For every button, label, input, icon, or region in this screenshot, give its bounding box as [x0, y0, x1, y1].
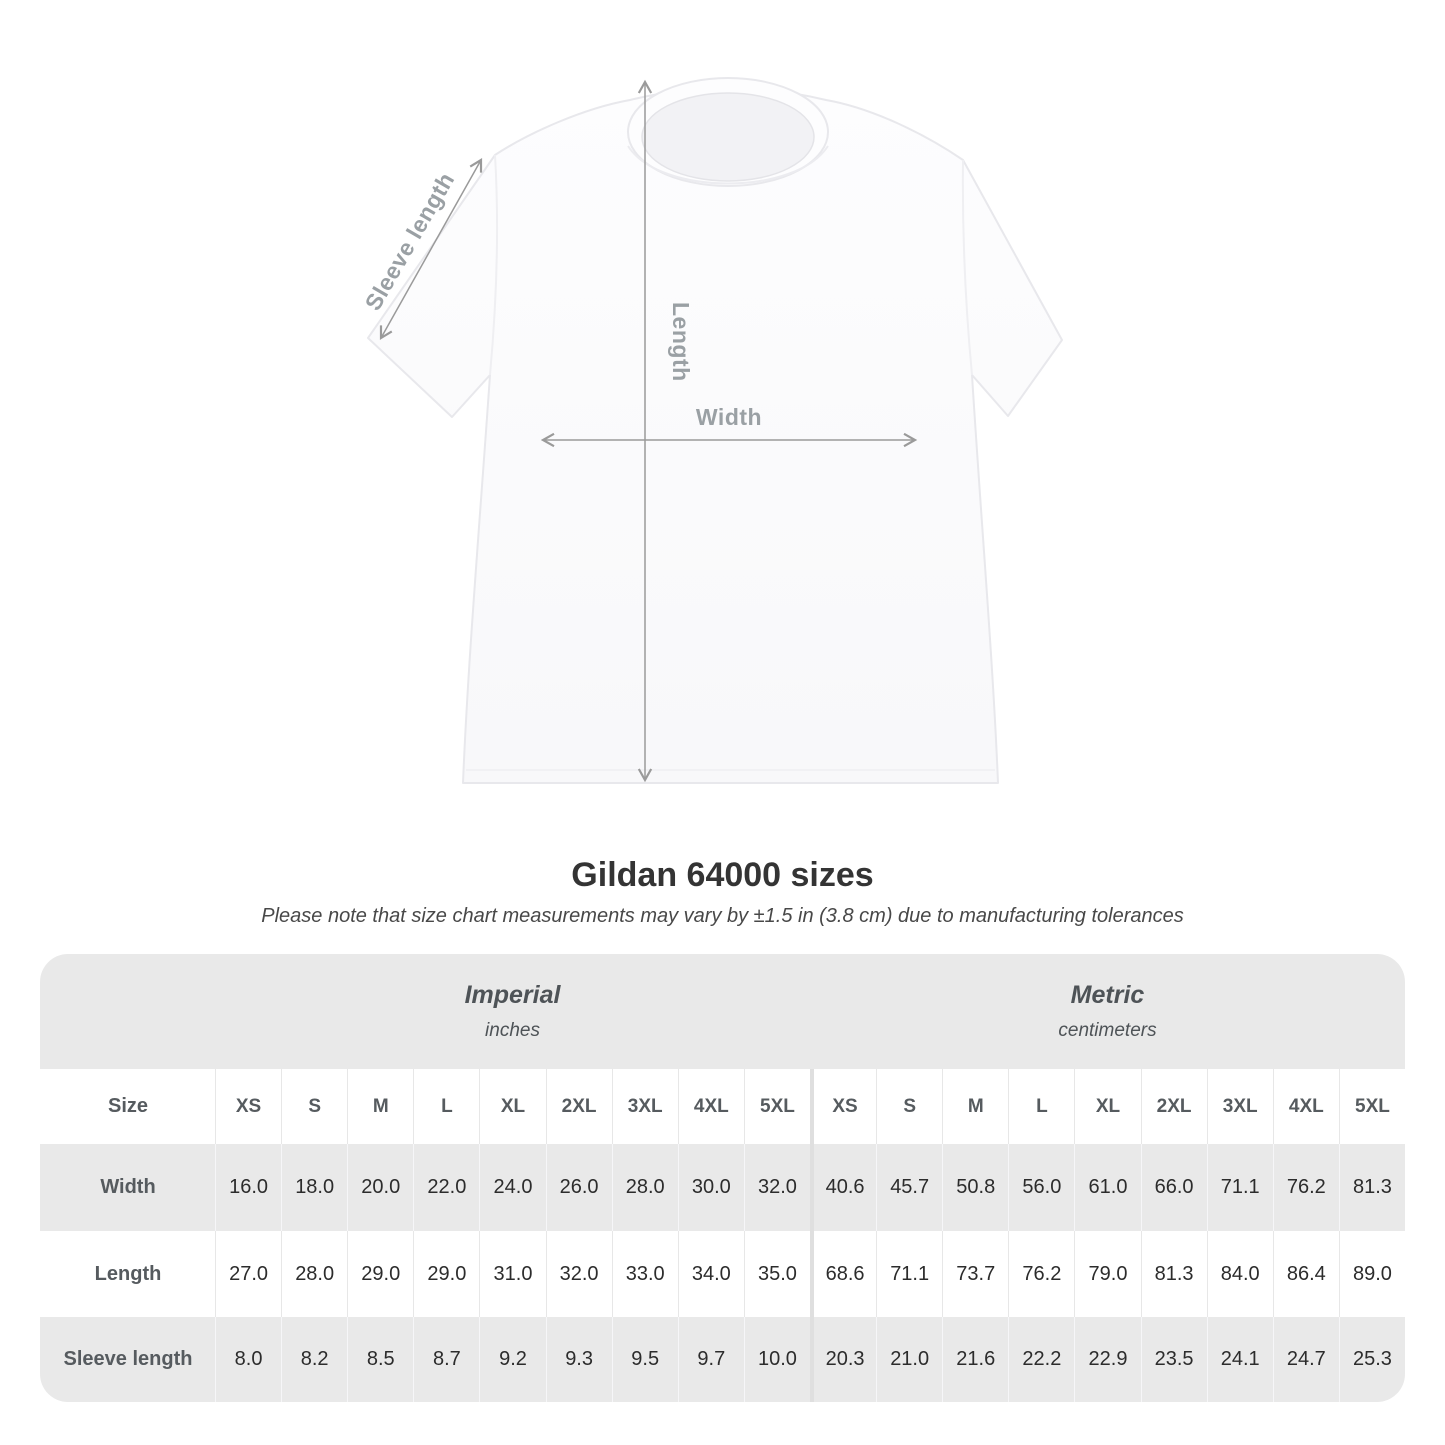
page-title: Gildan 64000 sizes [571, 856, 874, 894]
imperial-unit: inches [485, 1020, 540, 1041]
measurement-value: 9.5 [611, 1317, 678, 1402]
measurement-value: 71.1 [876, 1231, 943, 1317]
measurement-value: 50.8 [942, 1144, 1009, 1231]
measurement-value: 8.2 [281, 1317, 348, 1402]
size-table-grid: Imperial inches Metric centimeters Size X… [40, 954, 1405, 1402]
measurement-value: 89.0 [1338, 1231, 1405, 1317]
size-col-header: 3XL [1206, 1069, 1273, 1144]
measurement-value: 23.5 [1140, 1317, 1207, 1402]
measurement-value: 56.0 [1008, 1144, 1075, 1231]
measurement-value: 24.7 [1272, 1317, 1339, 1402]
measurement-value: 45.7 [876, 1144, 943, 1231]
measurement-value: 9.2 [479, 1317, 546, 1402]
measurement-value: 28.0 [611, 1144, 678, 1231]
measurement-value: 18.0 [281, 1144, 348, 1231]
size-col-header: L [413, 1069, 480, 1144]
size-col-header: 3XL [611, 1069, 678, 1144]
length-label: Length [668, 302, 694, 382]
measurement-value: 29.0 [347, 1231, 414, 1317]
metric-header: Metric centimeters [810, 954, 1405, 1069]
size-row-label: Size [40, 1069, 215, 1144]
measurement-value: 22.2 [1008, 1317, 1075, 1402]
measurement-value: 21.6 [942, 1317, 1009, 1402]
size-col-header: XS [810, 1069, 877, 1144]
sleeve-length-arrow [379, 158, 483, 340]
width-label: Width [695, 404, 763, 430]
measurement-value: 20.0 [347, 1144, 414, 1231]
measurement-value: 20.3 [810, 1317, 877, 1402]
measurement-value: 16.0 [215, 1144, 282, 1231]
size-col-header: 5XL [1338, 1069, 1405, 1144]
size-col-header: XS [215, 1069, 282, 1144]
size-col-header: 5XL [743, 1069, 810, 1144]
size-col-header: 2XL [545, 1069, 612, 1144]
measurement-value: 8.0 [215, 1317, 282, 1402]
measurement-value: 81.3 [1140, 1231, 1207, 1317]
measurement-value: 10.0 [743, 1317, 810, 1402]
size-col-header: XL [479, 1069, 546, 1144]
measurement-value: 29.0 [413, 1231, 480, 1317]
tshirt-image [367, 77, 1063, 784]
measurement-value: 86.4 [1272, 1231, 1339, 1317]
table-header-corner [40, 954, 215, 1069]
measurement-value: 24.0 [479, 1144, 546, 1231]
measurement-value: 27.0 [215, 1231, 282, 1317]
measurement-value: 81.3 [1338, 1144, 1405, 1231]
measurement-value: 28.0 [281, 1231, 348, 1317]
tshirt-diagram: Sleeve length Length Width [360, 77, 1063, 784]
measurement-value: 79.0 [1074, 1231, 1141, 1317]
measurement-value: 33.0 [611, 1231, 678, 1317]
measurement-value: 31.0 [479, 1231, 546, 1317]
measurement-row-label: Length [40, 1231, 215, 1317]
size-col-header: 4XL [677, 1069, 744, 1144]
measurement-value: 22.0 [413, 1144, 480, 1231]
measurement-value: 9.3 [545, 1317, 612, 1402]
measurement-value: 35.0 [743, 1231, 810, 1317]
size-col-header: M [942, 1069, 1009, 1144]
measurement-value: 24.1 [1206, 1317, 1273, 1402]
size-col-header: 2XL [1140, 1069, 1207, 1144]
measurement-value: 32.0 [743, 1144, 810, 1231]
size-col-header: L [1008, 1069, 1075, 1144]
size-col-header: S [876, 1069, 943, 1144]
size-col-header: M [347, 1069, 414, 1144]
size-col-header: 4XL [1272, 1069, 1339, 1144]
measurement-value: 25.3 [1338, 1317, 1405, 1402]
measurement-value: 22.9 [1074, 1317, 1141, 1402]
measurement-value: 26.0 [545, 1144, 612, 1231]
measurement-value: 21.0 [876, 1317, 943, 1402]
measurement-value: 8.7 [413, 1317, 480, 1402]
imperial-header: Imperial inches [215, 954, 810, 1069]
imperial-title: Imperial [464, 981, 561, 1009]
measurement-value: 34.0 [677, 1231, 744, 1317]
tolerance-note: Please note that size chart measurements… [261, 905, 1184, 927]
measurement-value: 76.2 [1272, 1144, 1339, 1231]
measurement-value: 84.0 [1206, 1231, 1273, 1317]
metric-unit: centimeters [1058, 1020, 1157, 1041]
measurement-value: 76.2 [1008, 1231, 1075, 1317]
measurement-row-label: Width [40, 1144, 215, 1231]
measurement-value: 9.7 [677, 1317, 744, 1402]
measurement-value: 61.0 [1074, 1144, 1141, 1231]
measurement-value: 71.1 [1206, 1144, 1273, 1231]
measurement-value: 73.7 [942, 1231, 1009, 1317]
measurement-value: 8.5 [347, 1317, 414, 1402]
measurement-value: 32.0 [545, 1231, 612, 1317]
measurement-value: 40.6 [810, 1144, 877, 1231]
size-col-header: S [281, 1069, 348, 1144]
metric-title: Metric [1070, 981, 1145, 1009]
measurement-value: 68.6 [810, 1231, 877, 1317]
measurement-value: 66.0 [1140, 1144, 1207, 1231]
measurement-arrows [379, 79, 918, 783]
measurement-value: 30.0 [677, 1144, 744, 1231]
size-col-header: XL [1074, 1069, 1141, 1144]
measurement-row-label: Sleeve length [40, 1317, 215, 1402]
